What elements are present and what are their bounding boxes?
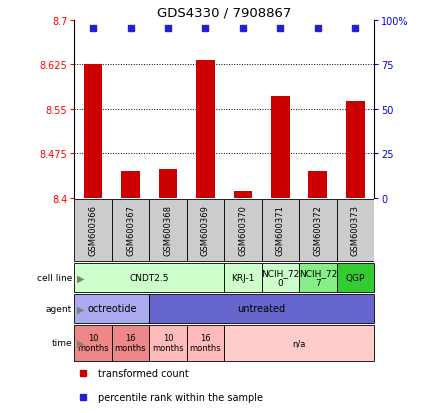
Bar bbox=[149, 294, 374, 324]
Bar bbox=[196, 61, 215, 198]
Bar bbox=[121, 172, 140, 198]
Bar bbox=[224, 263, 262, 292]
Bar bbox=[159, 170, 177, 198]
Bar bbox=[337, 199, 374, 261]
Bar bbox=[299, 263, 337, 292]
Bar bbox=[271, 96, 290, 198]
Text: ▶: ▶ bbox=[76, 273, 84, 283]
Text: GSM600370: GSM600370 bbox=[238, 205, 247, 256]
Text: GSM600366: GSM600366 bbox=[88, 205, 98, 256]
Bar bbox=[74, 199, 112, 261]
Text: GSM600368: GSM600368 bbox=[164, 205, 173, 256]
Bar bbox=[74, 263, 224, 292]
Bar bbox=[337, 263, 374, 292]
Bar bbox=[187, 325, 224, 361]
Text: cell line: cell line bbox=[37, 273, 72, 282]
Text: ▶: ▶ bbox=[76, 304, 84, 314]
Bar bbox=[112, 199, 149, 261]
Text: untreated: untreated bbox=[238, 304, 286, 314]
Text: NCIH_72
7: NCIH_72 7 bbox=[299, 268, 337, 287]
Bar bbox=[149, 199, 187, 261]
Text: CNDT2.5: CNDT2.5 bbox=[130, 273, 169, 282]
Bar bbox=[149, 325, 187, 361]
Text: transformed count: transformed count bbox=[98, 368, 189, 378]
Bar bbox=[84, 65, 102, 198]
Text: time: time bbox=[51, 338, 72, 347]
Bar bbox=[309, 172, 327, 198]
Bar bbox=[224, 199, 262, 261]
Bar bbox=[187, 199, 224, 261]
Bar bbox=[299, 199, 337, 261]
Text: NCIH_72
0: NCIH_72 0 bbox=[261, 268, 300, 287]
Text: KRJ-1: KRJ-1 bbox=[231, 273, 255, 282]
Bar bbox=[112, 325, 149, 361]
Text: n/a: n/a bbox=[292, 338, 306, 347]
Text: GSM600367: GSM600367 bbox=[126, 205, 135, 256]
Text: 10
months: 10 months bbox=[152, 333, 184, 352]
Text: 16
months: 16 months bbox=[115, 333, 146, 352]
Text: GSM600369: GSM600369 bbox=[201, 205, 210, 256]
Text: octreotide: octreotide bbox=[87, 304, 136, 314]
Text: GSM600372: GSM600372 bbox=[313, 205, 322, 256]
Text: GSM600373: GSM600373 bbox=[351, 205, 360, 256]
Bar bbox=[224, 325, 374, 361]
Title: GDS4330 / 7908867: GDS4330 / 7908867 bbox=[157, 7, 292, 19]
Bar bbox=[74, 294, 149, 324]
Text: 10
months: 10 months bbox=[77, 333, 109, 352]
Bar bbox=[74, 325, 112, 361]
Bar bbox=[346, 102, 365, 198]
Text: QGP: QGP bbox=[346, 273, 365, 282]
Text: GSM600371: GSM600371 bbox=[276, 205, 285, 256]
Text: ▶: ▶ bbox=[76, 338, 84, 348]
Text: 16
months: 16 months bbox=[190, 333, 221, 352]
Bar bbox=[234, 191, 252, 198]
Text: percentile rank within the sample: percentile rank within the sample bbox=[98, 392, 264, 402]
Bar bbox=[262, 263, 299, 292]
Text: agent: agent bbox=[46, 304, 72, 313]
Bar bbox=[262, 199, 299, 261]
